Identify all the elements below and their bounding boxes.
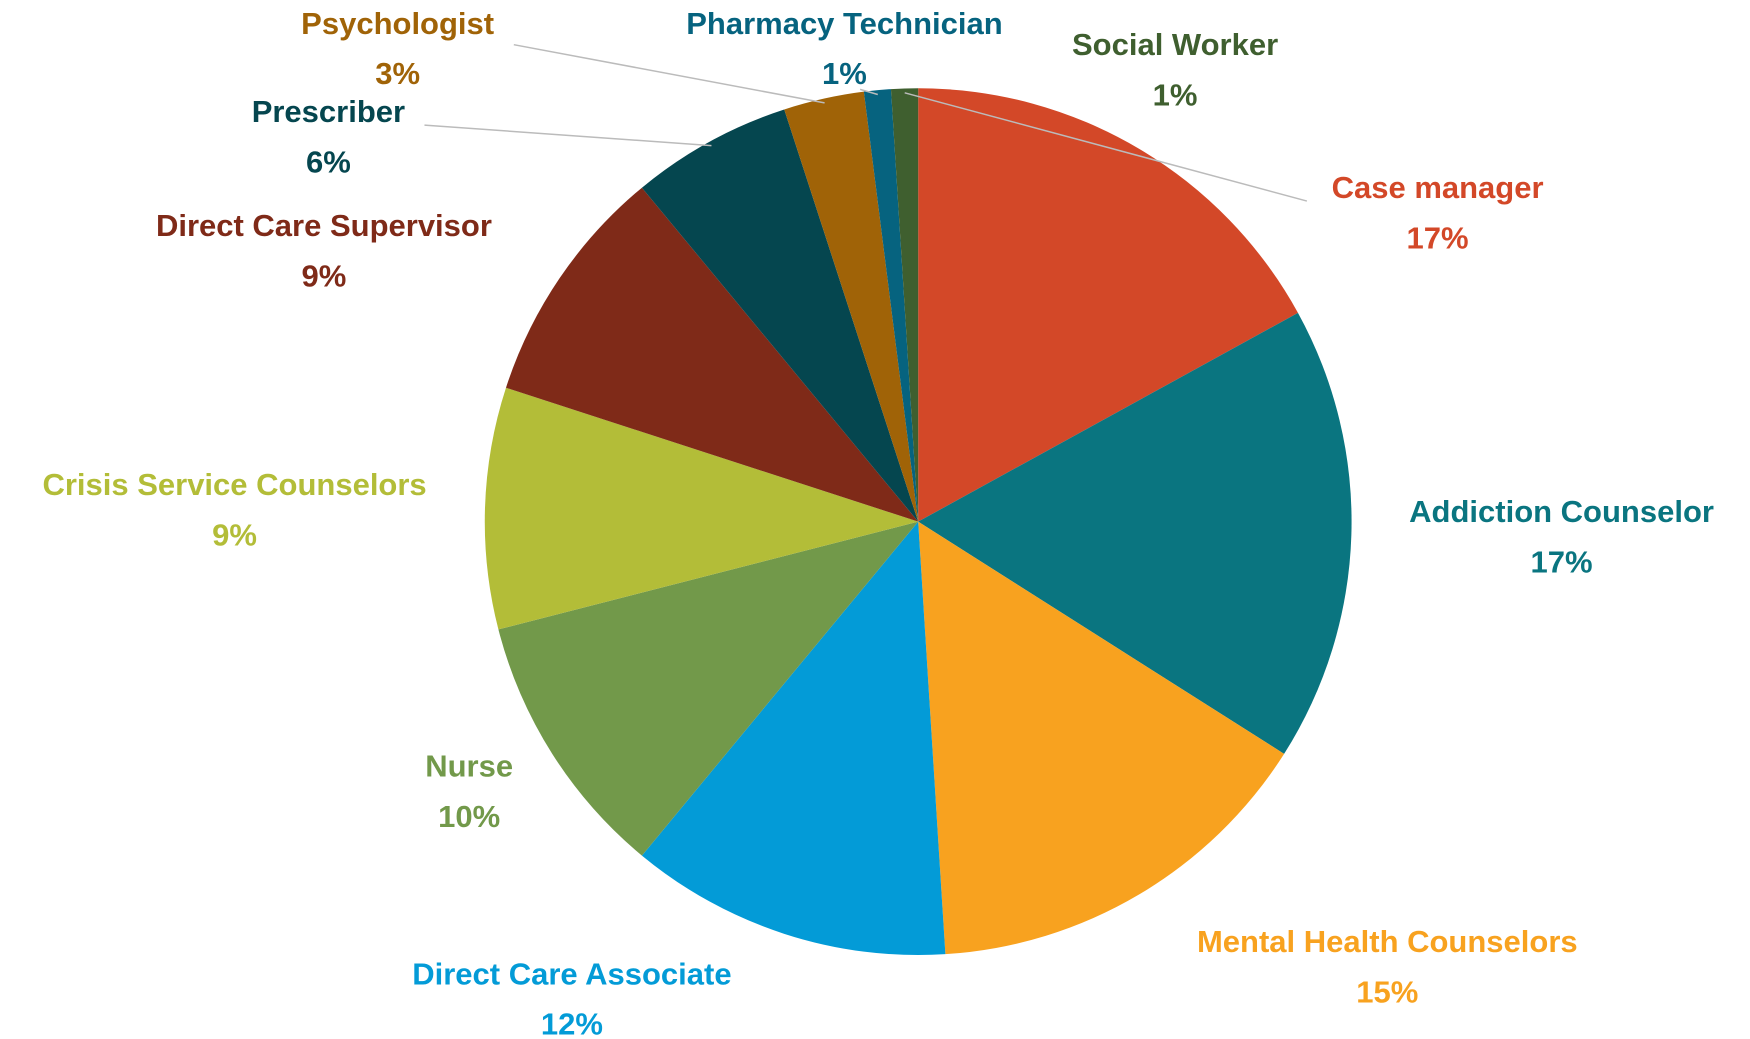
slice-label: Crisis Service Counselors: [42, 467, 426, 502]
pie-slice: [784, 91, 919, 522]
slice-value: 17%: [1531, 544, 1593, 579]
leader-line: [859, 88, 879, 96]
pie-slice: [890, 88, 919, 522]
slice-label: Social Worker: [1072, 27, 1278, 62]
slice-label: Psychologist: [301, 6, 494, 41]
slice-value: 6%: [306, 144, 351, 179]
leader-line: [904, 92, 1308, 202]
slice-label: Direct Care Supervisor: [156, 208, 492, 243]
pie-slice: [498, 521, 919, 856]
leader-line: [513, 43, 825, 104]
pie-slice: [918, 312, 1352, 754]
pie-slice: [918, 521, 1285, 955]
slice-value: 1%: [822, 56, 867, 91]
slice-value: 9%: [212, 517, 257, 552]
pie-slice: [863, 89, 919, 522]
pie-slice: [641, 521, 946, 956]
slice-label: Mental Health Counselors: [1197, 924, 1578, 959]
pie-slice: [505, 187, 919, 522]
pie-slice: [484, 387, 919, 630]
slice-label: Direct Care Associate: [412, 956, 731, 991]
slice-value: 9%: [302, 258, 347, 293]
slice-label: Nurse: [425, 749, 513, 784]
slice-label: Case manager: [1332, 170, 1544, 205]
slice-label: Prescriber: [252, 94, 405, 129]
slice-value: 17%: [1407, 220, 1469, 255]
leader-line: [424, 124, 712, 147]
pie-slice: [641, 109, 919, 522]
pie-slice: [918, 88, 1298, 522]
slice-label: Pharmacy Technician: [686, 6, 1002, 41]
slice-value: 12%: [541, 1007, 603, 1039]
slice-label: Addiction Counselor: [1409, 494, 1714, 529]
slice-value: 1%: [1153, 77, 1198, 112]
slice-value: 3%: [375, 56, 420, 91]
slice-value: 15%: [1356, 974, 1418, 1009]
slice-value: 10%: [438, 799, 500, 834]
